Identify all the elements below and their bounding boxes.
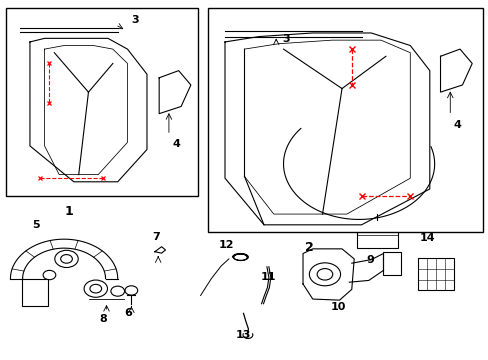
Text: 7: 7 bbox=[152, 232, 159, 242]
Text: 6: 6 bbox=[124, 309, 132, 318]
Text: 5: 5 bbox=[32, 220, 40, 230]
Text: 2: 2 bbox=[305, 241, 314, 254]
Text: 10: 10 bbox=[330, 302, 345, 312]
Text: 1: 1 bbox=[64, 205, 73, 218]
Text: 8: 8 bbox=[99, 314, 107, 324]
Bar bbox=[207, 8, 483, 232]
Bar bbox=[356, 220, 397, 248]
Text: 4: 4 bbox=[172, 139, 180, 149]
Text: 14: 14 bbox=[419, 233, 434, 243]
Text: 4: 4 bbox=[453, 120, 461, 130]
Bar bbox=[383, 252, 400, 275]
Text: 11: 11 bbox=[261, 272, 276, 282]
Bar bbox=[5, 8, 198, 196]
Text: 9: 9 bbox=[366, 255, 373, 265]
Text: 12: 12 bbox=[218, 240, 233, 250]
Text: 3: 3 bbox=[131, 15, 138, 25]
Bar bbox=[21, 279, 48, 306]
Text: 13: 13 bbox=[235, 330, 251, 340]
Bar bbox=[417, 258, 453, 291]
Text: 3: 3 bbox=[282, 34, 289, 44]
